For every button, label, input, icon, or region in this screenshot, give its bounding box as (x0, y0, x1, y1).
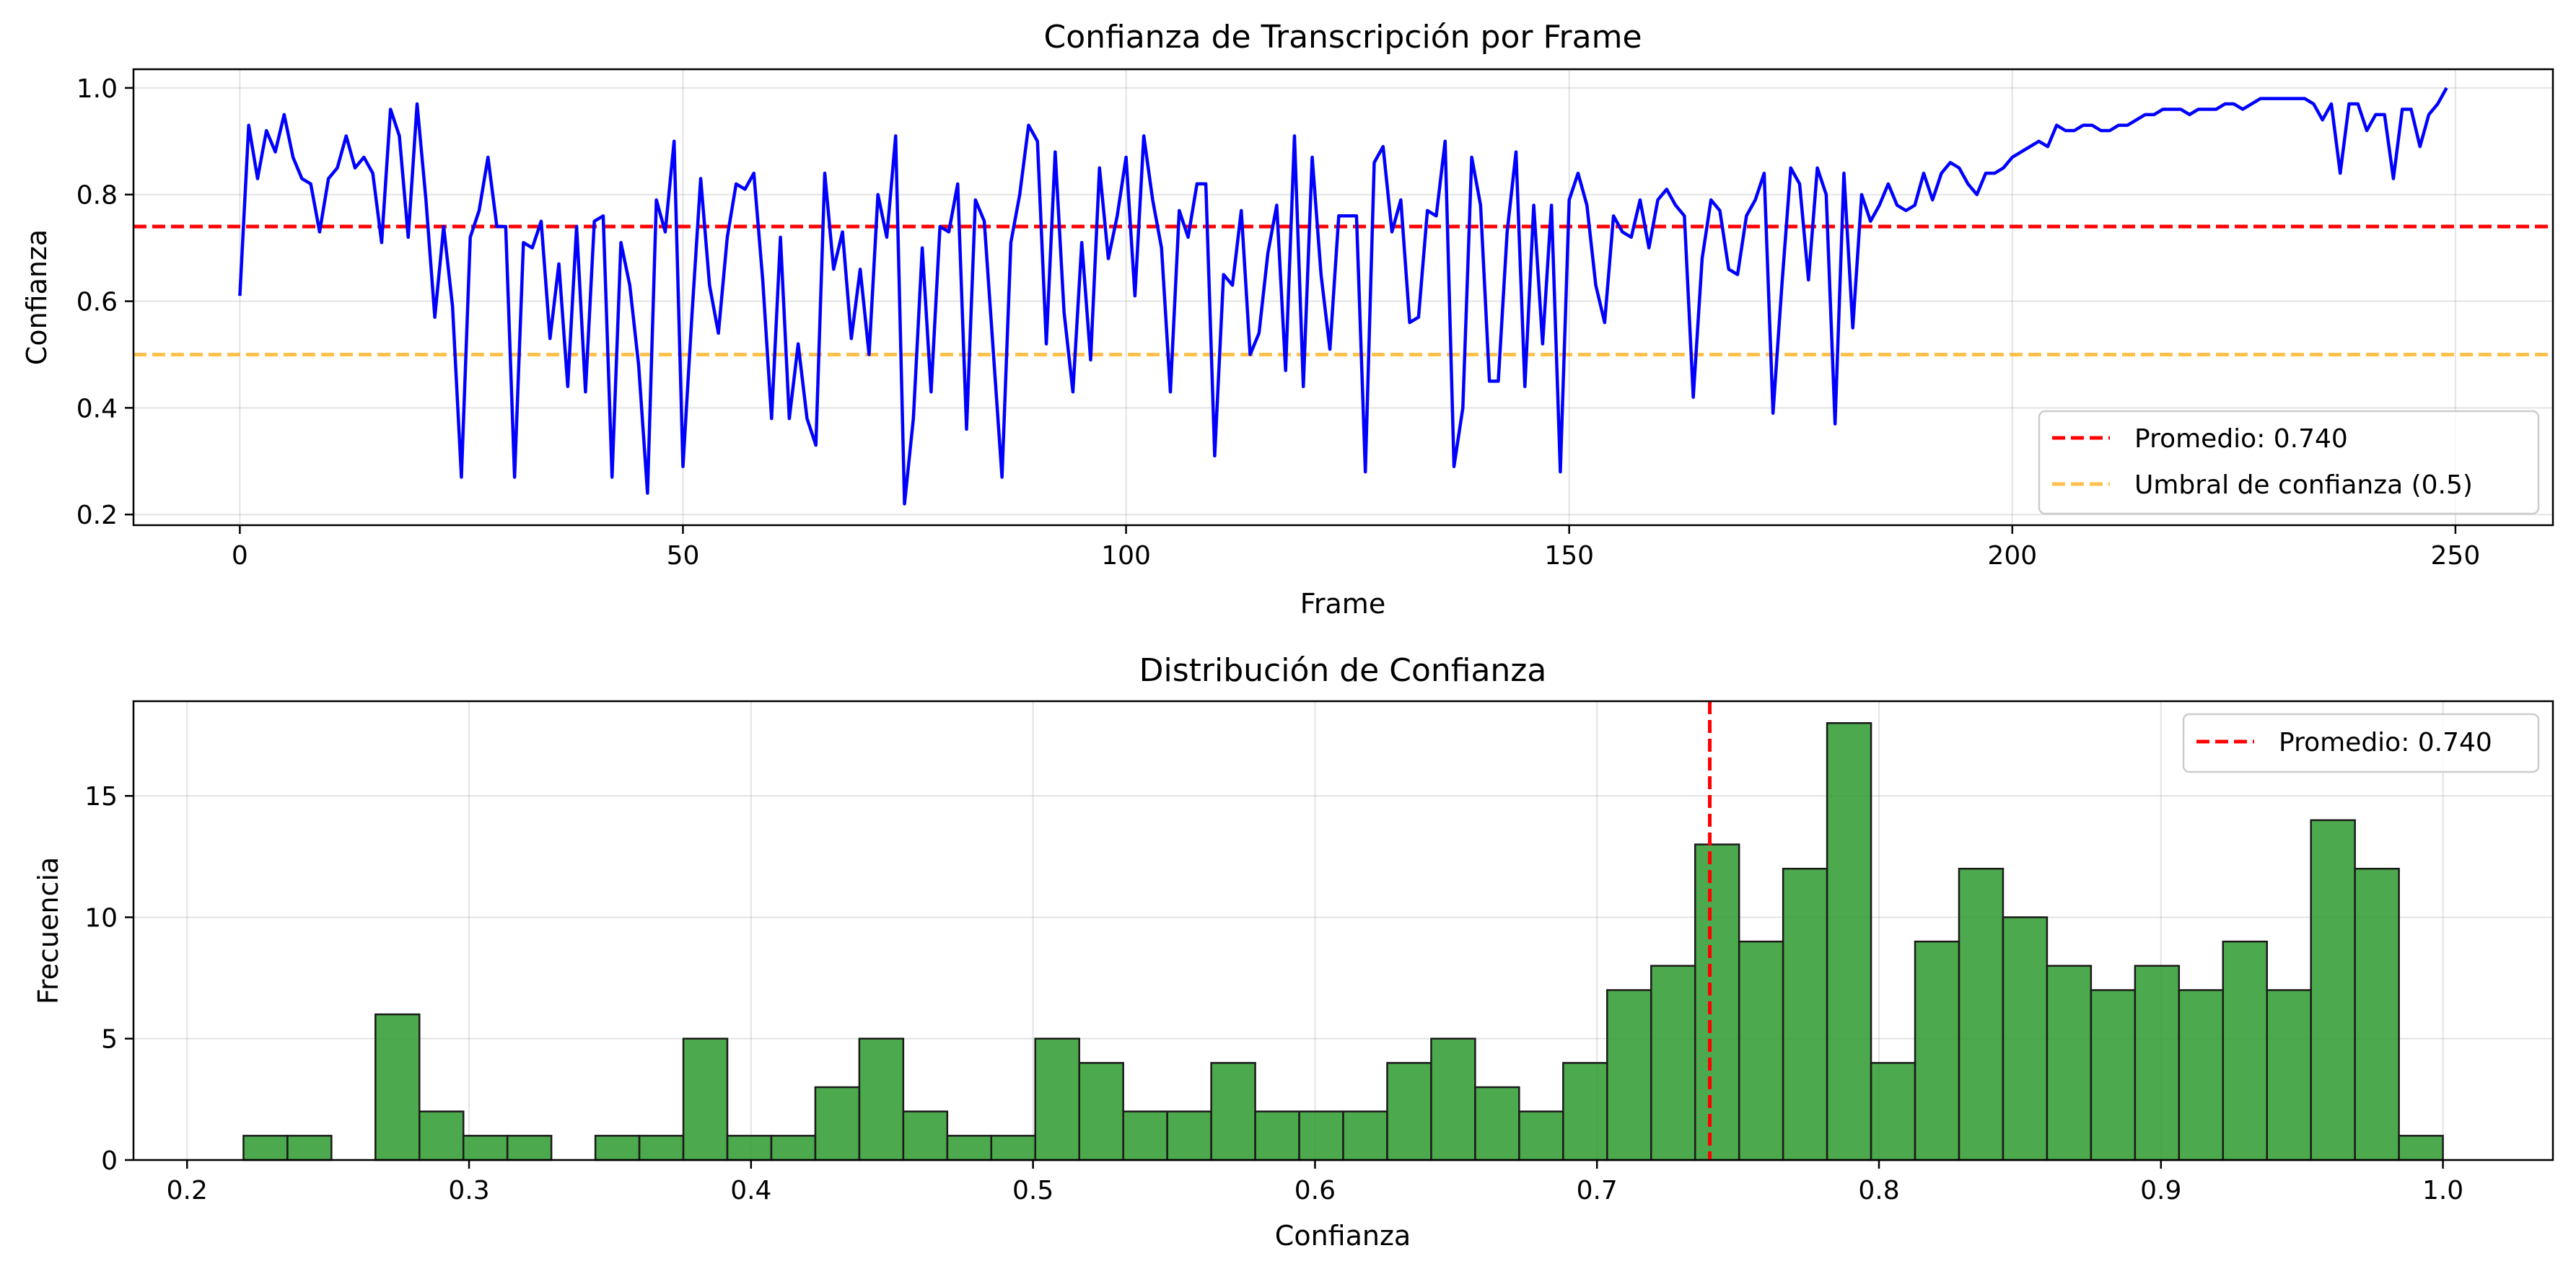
chart1-y-axis: 0.2 0.4 0.6 0.8 1.0 (76, 74, 133, 530)
chart2-histogram-bar (419, 1110, 465, 1161)
chart2-histogram-bar (1210, 1062, 1256, 1161)
chart2-histogram-bar (1694, 843, 1740, 1161)
chart1-reference-lines (133, 224, 2553, 356)
chart2-histogram-bar (1650, 965, 1696, 1161)
chart2-histogram-bar (1166, 1110, 1212, 1161)
chart1-confidence-line (238, 87, 2448, 506)
chart2-histogram-bar (902, 1110, 949, 1161)
chart2-histogram-bar (1078, 1062, 1124, 1161)
chart2-histogram-bar (462, 1135, 509, 1161)
chart2-histogram-bar (1826, 722, 1872, 1161)
chart2-histogram-bar (2002, 916, 2049, 1161)
chart2-histogram-bar (1562, 1062, 1608, 1161)
chart1-legend-label-threshold: Umbral de confianza (0.5) (2134, 470, 2473, 500)
chart2-histogram-bar (1342, 1110, 1388, 1161)
chart1-y-tick-label: 0.2 (76, 501, 118, 530)
chart1-y-tick-label: 0.6 (76, 288, 118, 317)
chart2-histogram-bar (726, 1135, 773, 1161)
chart2-y-tick-label: 15 (84, 782, 118, 812)
chart2-histogram-bar (682, 1037, 729, 1161)
chart2-x-tick-label: 0.9 (2140, 1176, 2181, 1205)
chart2-histogram-bar (770, 1135, 817, 1161)
chart2-histogram-bar (990, 1135, 1037, 1161)
chart2-histogram-bar (242, 1135, 289, 1161)
chart1-legend: Promedio: 0.740 Umbral de confianza (0.5… (2038, 410, 2540, 515)
chart2-y-tick-label: 5 (101, 1025, 118, 1055)
chart2-x-axis: 0.2 0.3 0.4 0.5 0.6 0.7 0.8 0.9 1.0 (167, 1160, 2463, 1205)
chart2-x-tick-label: 0.5 (1012, 1176, 1053, 1205)
chart2-histogram-bar (2266, 989, 2312, 1161)
chart2-plot-frame (132, 700, 2554, 1161)
chart2-y-tick-label: 0 (101, 1146, 118, 1176)
chart2-histogram-bar (1518, 1110, 1564, 1161)
chart1-y-tick-label: 1.0 (76, 74, 118, 104)
chart1-x-tick-label: 50 (667, 541, 700, 571)
chart1-x-axis: 0 50 100 150 200 250 (232, 525, 2480, 571)
chart1-x-axis-label: Frame (1300, 588, 1385, 620)
chart2-histogram-bar (1870, 1062, 1916, 1161)
chart2-histogram-bar (1606, 989, 1652, 1161)
chart2-histogram-bar (594, 1135, 641, 1161)
chart2-x-tick-label: 0.6 (1294, 1176, 1336, 1205)
chart2-histogram-bar (2398, 1135, 2444, 1161)
chart2-histogram-bar (1430, 1037, 1476, 1161)
chart2-title: Distribución de Confianza (1139, 652, 1547, 689)
chart2-y-axis: 0 5 10 15 (84, 782, 133, 1176)
chart2-histogram-bar (1122, 1110, 1168, 1161)
chart1-x-tick-label: 250 (2431, 541, 2481, 571)
confidence-histogram: Distribución de Confianza 0.2 0.3 0.4 0.5 0.… (32, 652, 2554, 1252)
chart2-y-axis-label: Frecuencia (32, 857, 64, 1004)
chart1-x-tick-label: 150 (1544, 541, 1594, 571)
chart2-legend-label-mean: Promedio: 0.740 (2279, 728, 2492, 757)
chart2-histogram-bar (2178, 989, 2225, 1161)
chart2-legend-box (2182, 713, 2540, 773)
chart2-histogram-bar (1958, 867, 2005, 1161)
chart2-histogram-bar (638, 1135, 685, 1161)
chart2-histogram-bar (506, 1135, 553, 1161)
chart2-histogram-bar (374, 1013, 421, 1161)
chart2-histogram-bar (1474, 1086, 1520, 1161)
chart2-histogram-bar (2354, 867, 2400, 1161)
chart2-histogram-bar (1386, 1062, 1432, 1161)
chart2-histogram-bar (946, 1135, 993, 1161)
chart1-y-tick-label: 0.4 (76, 394, 118, 423)
chart2-x-tick-label: 0.3 (448, 1176, 489, 1205)
chart2-histogram-bar (1782, 867, 1828, 1161)
chart1-legend-box (2038, 410, 2540, 515)
chart2-x-tick-label: 0.7 (1577, 1176, 1618, 1205)
chart2-y-tick-label: 10 (84, 903, 118, 933)
chart2-x-tick-label: 0.2 (167, 1176, 208, 1205)
chart2-x-axis-label: Confianza (1275, 1220, 1411, 1252)
chart2-histogram-bar (2134, 965, 2181, 1161)
chart1-y-tick-label: 0.8 (76, 181, 118, 211)
chart1-x-tick-label: 0 (232, 541, 248, 571)
chart2-histogram-bar (286, 1135, 333, 1161)
chart1-plot-frame (132, 68, 2554, 527)
chart2-histogram-bar (1254, 1110, 1300, 1161)
chart1-series (238, 87, 2448, 506)
confidence-line-chart: Confianza de Transcripción por Frame 0 50… (21, 19, 2554, 620)
chart2-histogram-bar (1298, 1110, 1344, 1161)
chart1-y-axis-label: Confianza (21, 229, 53, 365)
chart1-x-tick-label: 100 (1101, 541, 1151, 571)
chart2-x-tick-label: 0.4 (730, 1176, 771, 1205)
chart2-histogram-bar (1034, 1037, 1080, 1161)
chart1-x-tick-label: 200 (1987, 541, 2037, 571)
chart2-legend: Promedio: 0.740 (2182, 713, 2540, 773)
chart2-histogram-bar (1914, 940, 1961, 1161)
chart2-histogram-bar (2046, 965, 2093, 1161)
chart2-histogram-bar (814, 1086, 861, 1161)
chart1-legend-label-mean: Promedio: 0.740 (2134, 424, 2348, 454)
chart2-histogram-bar (1738, 940, 1784, 1161)
chart2-histogram-bar (2222, 940, 2268, 1161)
chart2-x-tick-label: 1.0 (2422, 1176, 2463, 1205)
chart2-histogram-bar (2090, 989, 2137, 1161)
chart2-bars (242, 722, 2444, 1161)
chart2-histogram-bar (2310, 819, 2356, 1161)
chart2-x-tick-label: 0.8 (1858, 1176, 1899, 1205)
chart2-histogram-bar (858, 1037, 905, 1161)
chart1-title: Confianza de Transcripción por Frame (1043, 19, 1642, 56)
